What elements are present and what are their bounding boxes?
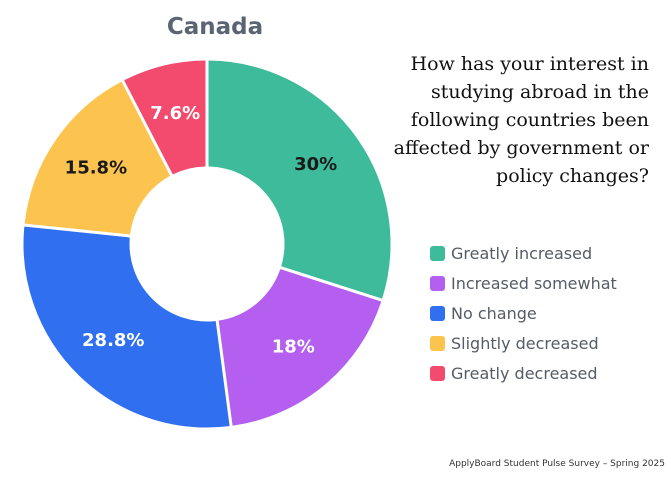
legend-item-increased-somewhat: Increased somewhat — [430, 268, 617, 298]
legend-item-greatly-decreased: Greatly decreased — [430, 358, 617, 388]
slice-value-label: 28.8% — [82, 330, 144, 351]
legend-item-no-change: No change — [430, 298, 617, 328]
legend-swatch — [430, 275, 445, 291]
source-caption: ApplyBoard Student Pulse Survey – Spring… — [449, 459, 665, 469]
legend-swatch — [430, 305, 445, 321]
legend-label: Greatly decreased — [451, 363, 598, 383]
legend-item-slightly-decreased: Slightly decreased — [430, 328, 617, 358]
chart-title: Canada — [166, 14, 264, 40]
legend-label: Increased somewhat — [451, 273, 617, 293]
slice-value-label: 15.8% — [65, 158, 127, 179]
donut-slice-increased-somewhat — [218, 269, 382, 426]
legend-swatch — [430, 245, 445, 261]
legend-label: No change — [451, 303, 537, 323]
slice-value-label: 7.6% — [150, 103, 200, 124]
legend-item-greatly-increased: Greatly increased — [430, 238, 617, 268]
legend-swatch — [430, 365, 445, 381]
donut-slice-greatly-increased — [208, 60, 391, 299]
chart-legend: Greatly increased Increased somewhat No … — [430, 238, 617, 388]
legend-swatch — [430, 335, 445, 351]
donut-slice-slightly-decreased — [24, 81, 170, 235]
legend-label: Greatly increased — [451, 243, 593, 263]
donut-slice-greatly-decreased — [124, 60, 206, 175]
survey-question: How has your interest in studying abroad… — [393, 53, 649, 187]
donut-slice-no-change — [23, 226, 230, 428]
slice-value-label: 18% — [272, 337, 315, 358]
slice-value-label: 30% — [294, 154, 337, 175]
legend-label: Slightly decreased — [451, 333, 599, 353]
